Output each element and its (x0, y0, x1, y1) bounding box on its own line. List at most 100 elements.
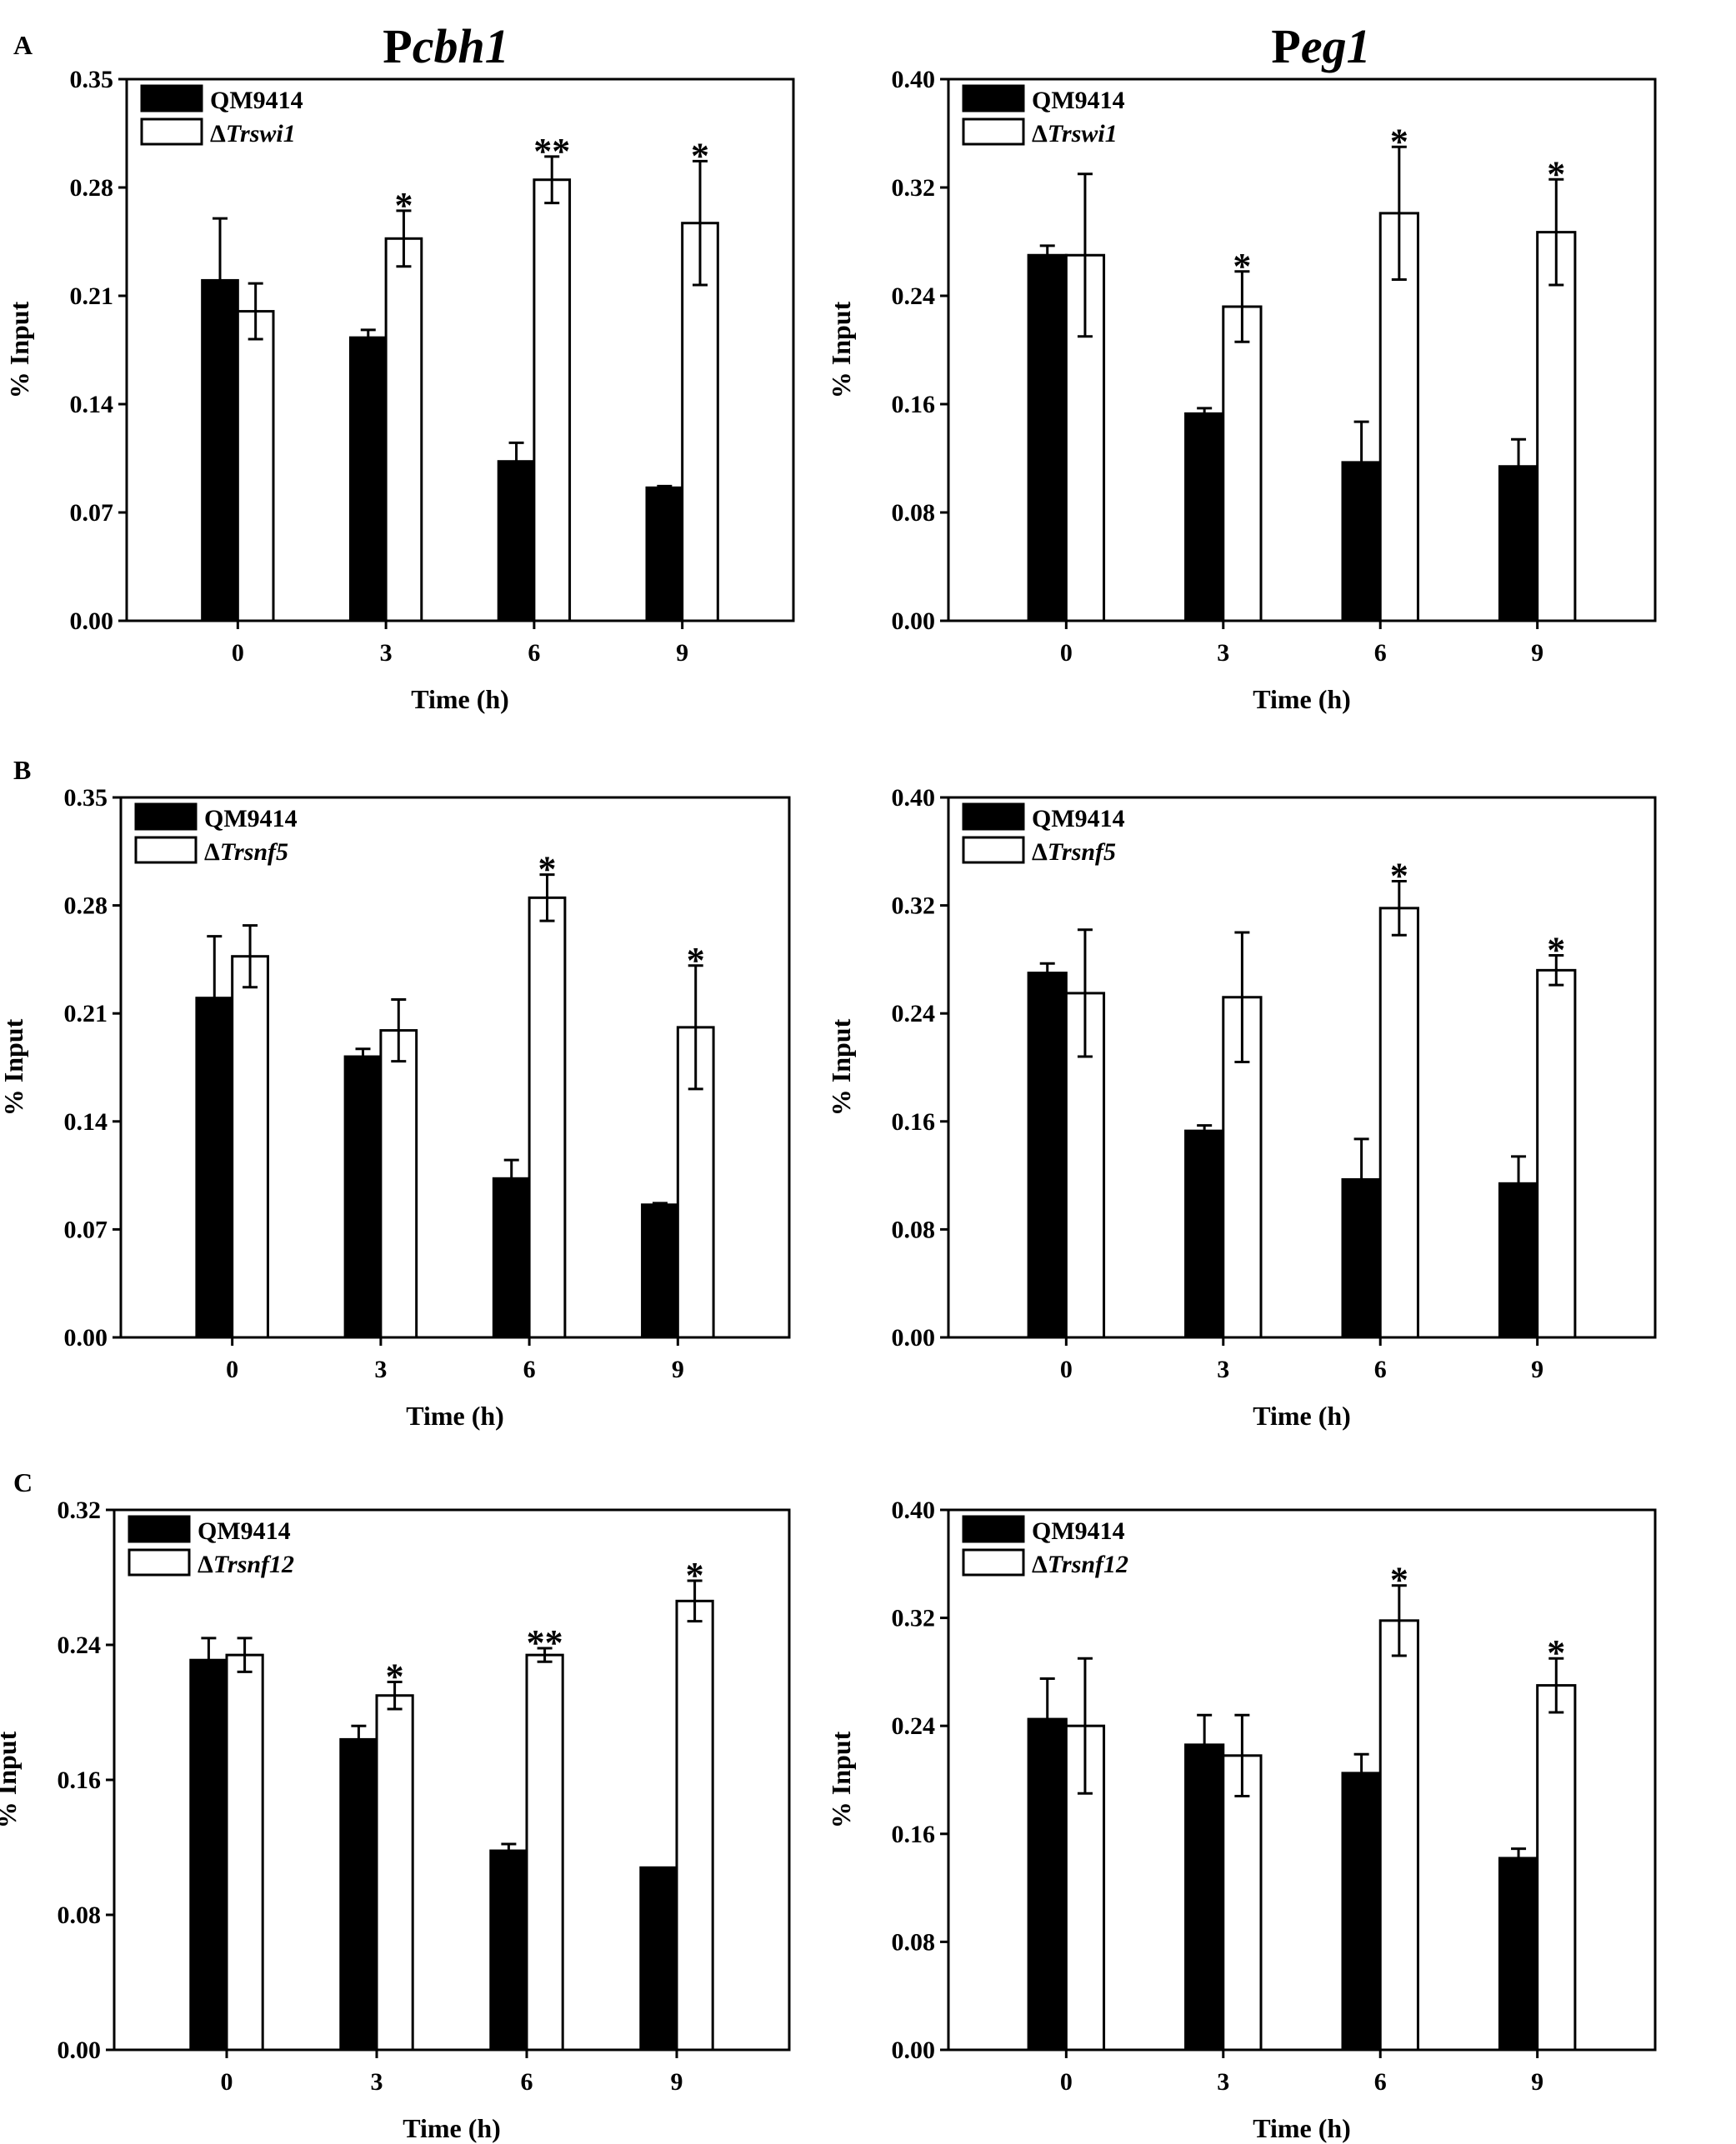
legend-label: QM9414 (1032, 87, 1125, 114)
y-tick-label: 0.14 (70, 391, 114, 418)
panel-letter: A (13, 30, 33, 60)
legend-label: ΔTrsnf12 (1032, 1551, 1128, 1578)
x-axis-label: Time (h) (406, 1401, 504, 1431)
y-tick-label: 0.16 (892, 1821, 936, 1848)
legend-label: ΔTrswi1 (210, 120, 296, 147)
bar-series1-t0 (1027, 253, 1068, 622)
y-tick-label: 0.00 (892, 607, 936, 635)
y-tick-label: 0.07 (64, 1216, 108, 1243)
x-tick-label: 0 (232, 639, 244, 667)
x-axis-label: Time (h) (1253, 1401, 1351, 1431)
y-tick-label: 0.16 (892, 1108, 936, 1136)
x-tick-label: 0 (226, 1356, 238, 1383)
legend-label: QM9414 (198, 1517, 291, 1545)
x-tick-label: 3 (1217, 1356, 1229, 1383)
significance-marker: * (1547, 1632, 1565, 1673)
legend-swatch (962, 1515, 1025, 1543)
legend-label: QM9414 (210, 87, 303, 114)
y-tick-label: 0.35 (70, 66, 114, 93)
y-tick-label: 0.40 (892, 784, 936, 812)
x-axis-label: Time (h) (411, 684, 509, 714)
y-tick-label: 0.32 (892, 1605, 936, 1632)
plot-frame (125, 77, 795, 622)
bar-series2-t9 (1536, 231, 1577, 622)
bar-series2-t6 (1378, 907, 1419, 1339)
significance-marker: * (686, 1555, 704, 1596)
y-tick-label: 0.07 (70, 499, 114, 527)
legend-swatch (134, 836, 198, 864)
x-tick-label: 6 (1374, 2068, 1387, 2096)
bar-series2-t6 (528, 896, 567, 1339)
bar-series2-t6 (1378, 212, 1419, 622)
legend-label: ΔTrsnf5 (204, 838, 288, 866)
legend-label: QM9414 (204, 805, 298, 832)
significance-marker: * (687, 940, 705, 981)
x-tick-label: 6 (528, 639, 540, 667)
x-tick-label: 0 (1060, 639, 1073, 667)
legend-swatch (128, 1548, 191, 1577)
bar-series1-t3 (1184, 412, 1225, 622)
x-tick-label: 9 (1531, 2068, 1543, 2096)
chart-panel-6: 0.00 0.08 0.16 0.24 0.32 0.40 % Input 0 3 6 9 Time … (826, 1497, 1657, 2143)
bar-series2-t3 (1222, 996, 1263, 1339)
legend-label: ΔTrswi1 (1032, 120, 1118, 147)
y-tick-label: 0.00 (58, 2037, 102, 2064)
significance-marker: * (1547, 930, 1565, 971)
y-tick-label: 0.08 (58, 1902, 102, 1929)
legend-swatch (962, 836, 1025, 864)
bar-series1-t9 (641, 1203, 679, 1339)
bar-series1-t6 (492, 1177, 531, 1339)
bar-series2-t3 (379, 1029, 418, 1339)
plot-frame (947, 796, 1657, 1339)
bar-series1-t3 (339, 1737, 378, 2052)
x-tick-label: 0 (221, 2068, 233, 2096)
chart-panel-3: B 0.00 0.07 0.14 0.21 0.28 0.35 % Input 0 3 6 9 Time… (0, 755, 791, 1431)
legend-label-italic: Trsnf12 (1048, 1551, 1128, 1578)
legend-swatch (962, 1548, 1025, 1577)
y-tick-label: 0.32 (58, 1497, 102, 1524)
y-tick-label: 0.40 (892, 1497, 936, 1524)
legend-label: QM9414 (1032, 805, 1125, 832)
x-tick-label: 3 (1217, 2068, 1229, 2096)
legend-label-italic: Trswi1 (1048, 120, 1118, 147)
legend-swatch (140, 117, 203, 146)
panel-letter: B (13, 755, 31, 785)
bar-series2-t3 (1222, 305, 1263, 622)
x-tick-label: 0 (1060, 1356, 1073, 1383)
bar-series1-t3 (1184, 1743, 1225, 2052)
plot-frame (947, 77, 1657, 622)
chart-panel-5: C 0.00 0.08 0.16 0.24 0.32 % Input 0 3 6 9 Time (h)… (0, 1467, 791, 2143)
x-tick-label: 9 (1531, 1356, 1543, 1383)
y-tick-label: 0.24 (58, 1632, 102, 1659)
bar-series2-t0 (231, 955, 269, 1339)
y-tick-label: 0.32 (892, 892, 936, 920)
bar-series1-t9 (1498, 1857, 1539, 2052)
column-title-right: Peg1 (1271, 19, 1370, 73)
y-tick-label: 0.08 (892, 1928, 936, 1956)
bar-series2-t3 (375, 1694, 414, 2052)
y-tick-label: 0.08 (892, 1216, 936, 1243)
bar-series2-t9 (675, 1599, 714, 2052)
column-title-left-gene: cbh1 (413, 19, 509, 73)
y-tick-label: 0.16 (892, 391, 936, 418)
significance-marker: * (386, 1657, 404, 1697)
bar-series2-t6 (533, 178, 572, 622)
bar-series2-t9 (681, 222, 719, 622)
bar-series1-t3 (348, 336, 388, 622)
bar-series1-t6 (1341, 1772, 1382, 2052)
legend-swatch (140, 84, 203, 112)
y-tick-label: 0.21 (64, 1000, 108, 1027)
x-axis-label: Time (h) (1253, 2113, 1351, 2143)
x-tick-label: 3 (371, 2068, 383, 2096)
y-tick-label: 0.00 (64, 1324, 108, 1352)
legend-label-italic: Trsnf12 (213, 1551, 294, 1578)
y-tick-label: 0.28 (64, 892, 108, 920)
bar-series1-t6 (489, 1849, 528, 2052)
y-tick-label: 0.16 (58, 1767, 102, 1794)
legend-swatch (962, 802, 1025, 831)
x-tick-label: 6 (523, 1356, 536, 1383)
bar-series2-t9 (1536, 968, 1577, 1339)
y-tick-label: 0.08 (892, 499, 936, 527)
x-tick-label: 6 (1374, 1356, 1387, 1383)
legend-swatch (962, 117, 1025, 146)
